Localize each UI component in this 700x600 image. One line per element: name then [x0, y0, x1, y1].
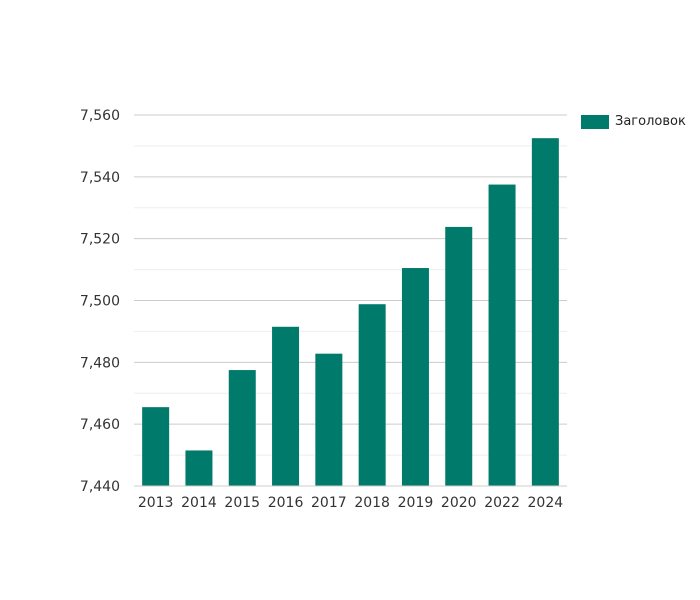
x-tick-label: 2014 [181, 495, 217, 511]
bar-2014 [185, 450, 213, 486]
x-tick-label: 2016 [268, 495, 304, 511]
x-axis-tick-labels: 2013 2014 2015 2016 2017 2018 2019 2020 2022 2024 [138, 495, 563, 511]
bar-2018 [358, 304, 386, 486]
y-axis-tick-labels: 7,440 7,460 7,480 7,500 7,520 7,540 7,560 [80, 108, 120, 495]
bar-2024 [531, 138, 559, 486]
x-tick-label: 2015 [224, 495, 260, 511]
y-tick-label: 7,440 [80, 479, 120, 495]
legend-label: Заголовок [615, 114, 686, 129]
legend-swatch [581, 114, 609, 129]
x-tick-label: 2020 [441, 495, 477, 511]
bar-2015 [228, 370, 256, 486]
x-tick-label: 2013 [138, 495, 174, 511]
y-tick-label: 7,500 [80, 294, 120, 310]
bar-2019 [401, 268, 429, 486]
bar-2022 [488, 184, 516, 486]
y-tick-label: 7,460 [80, 417, 120, 433]
y-tick-label: 7,480 [80, 355, 120, 371]
bar-2016 [272, 326, 300, 486]
x-tick-label: 2024 [528, 495, 564, 511]
y-tick-label: 7,560 [80, 108, 120, 124]
bars-group [142, 138, 559, 486]
bar-2017 [315, 353, 343, 486]
legend: Заголовок [581, 114, 686, 129]
y-tick-label: 7,520 [80, 232, 120, 248]
bar-2013 [142, 407, 170, 486]
x-tick-label: 2019 [398, 495, 434, 511]
x-tick-label: 2022 [484, 495, 520, 511]
x-tick-label: 2017 [311, 495, 347, 511]
x-tick-label: 2018 [354, 495, 390, 511]
bar-2020 [445, 226, 473, 486]
y-tick-label: 7,540 [80, 170, 120, 186]
